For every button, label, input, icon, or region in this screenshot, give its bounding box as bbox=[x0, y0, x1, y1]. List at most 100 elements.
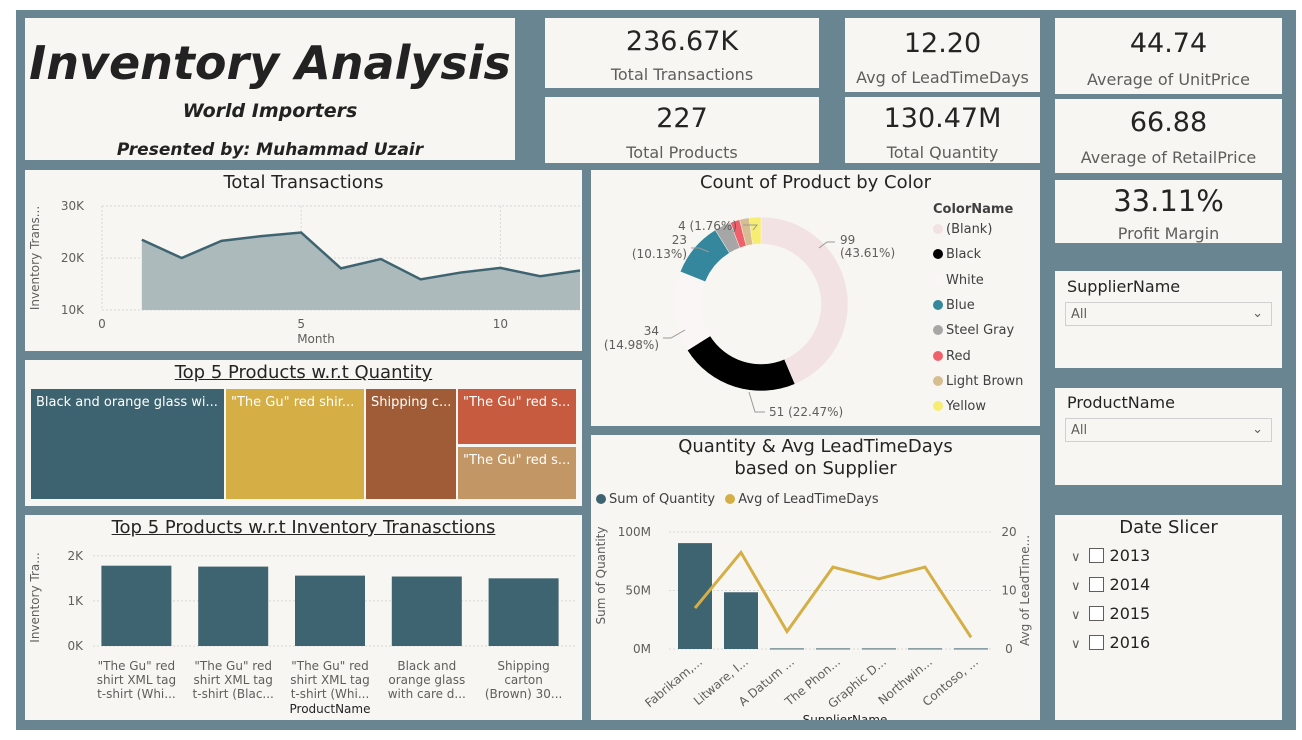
y-tick-label: 30K bbox=[61, 199, 85, 213]
treemap-tile[interactable]: "The Gu" red s... bbox=[457, 388, 577, 445]
product-dropdown[interactable]: All ⌄ bbox=[1065, 418, 1272, 442]
treemap-tile[interactable]: "The Gu" red s... bbox=[457, 446, 577, 500]
bar bbox=[101, 565, 172, 646]
slice-data-label: 51 (22.47%) bbox=[769, 405, 843, 419]
x-tick-label: 0 bbox=[98, 317, 106, 331]
kpi-value: 12.20 bbox=[903, 28, 982, 59]
checkbox[interactable] bbox=[1088, 548, 1104, 563]
kpi-label: Average of RetailPrice bbox=[1080, 148, 1257, 167]
legend-item[interactable]: Steel Gray bbox=[933, 323, 1014, 338]
treemap-tile[interactable]: Shipping c... bbox=[365, 388, 457, 500]
kpi-label: Total Transactions bbox=[610, 65, 754, 84]
legend-item[interactable]: White bbox=[933, 273, 984, 288]
kpi-total-quantity: 130.47M Total Quantity bbox=[845, 97, 1040, 163]
y-tick-label: 50M bbox=[625, 584, 651, 598]
kpi-label: Avg of LeadTimeDays bbox=[856, 68, 1029, 87]
x-tick-label: Black and bbox=[397, 659, 456, 673]
date-slicer-item[interactable]: ∨ 2013 bbox=[1071, 546, 1150, 568]
checkbox[interactable] bbox=[1088, 635, 1104, 650]
kpi-value: 130.47M bbox=[883, 103, 1002, 134]
legend-dot bbox=[933, 401, 943, 412]
kpi-avg-retailprice: 66.88 Average of RetailPrice bbox=[1055, 99, 1282, 173]
total-transactions-chart: Total Transactions 10K 20K 30K 0 5 10 Month Inv… bbox=[25, 170, 582, 351]
y-tick-label: 2K bbox=[67, 549, 84, 563]
legend-item[interactable]: (Blank) bbox=[933, 222, 992, 237]
slice-data-label: 99 bbox=[840, 233, 855, 247]
legend-label: Yellow bbox=[946, 399, 987, 415]
slicer-title: Date Slicer bbox=[1119, 517, 1218, 538]
dropdown-value: All bbox=[1071, 423, 1088, 438]
kpi-avg-unitprice: 44.74 Average of UnitPrice bbox=[1055, 18, 1282, 94]
x-tick-label: shirt XML tag bbox=[97, 673, 176, 687]
checkbox[interactable] bbox=[1088, 606, 1104, 621]
chevron-down-icon[interactable]: ∨ bbox=[1071, 637, 1081, 652]
y-tick-label: 10K bbox=[61, 303, 85, 317]
bar bbox=[724, 592, 758, 649]
legend-item[interactable]: Blue bbox=[933, 298, 975, 313]
treemap-tile[interactable]: Black and orange glass wi... bbox=[30, 388, 225, 500]
kpi-label: Total Products bbox=[626, 143, 738, 162]
date-slicer-item[interactable]: ∨ 2015 bbox=[1071, 604, 1150, 626]
x-tick-label: t-shirt (Whi... bbox=[97, 687, 176, 701]
supplier-slicer: SupplierName All ⌄ bbox=[1055, 271, 1282, 368]
presenter-text: Presented by: Muhammad Uzair bbox=[116, 140, 424, 160]
chevron-down-icon[interactable]: ∨ bbox=[1071, 579, 1081, 594]
legend-dot-leadtime bbox=[725, 494, 736, 504]
legend-item[interactable]: Yellow bbox=[933, 399, 986, 414]
legend-label: Blue bbox=[946, 297, 975, 313]
treemap-tile[interactable]: "The Gu" red shir... bbox=[225, 388, 365, 500]
report-title: Inventory Analysis bbox=[29, 36, 511, 90]
date-slicer-item[interactable]: ∨ 2016 bbox=[1071, 633, 1150, 655]
checkbox[interactable] bbox=[1088, 577, 1104, 592]
legend-label: Avg of LeadTimeDays bbox=[738, 492, 879, 507]
supplier-dropdown[interactable]: All ⌄ bbox=[1065, 302, 1272, 326]
y-axis-label: Sum of Quantity bbox=[594, 527, 608, 625]
kpi-label: Profit Margin bbox=[1117, 224, 1220, 243]
chevron-down-icon[interactable]: ∨ bbox=[1071, 608, 1081, 623]
combo-legend: Sum of Quantity Avg of LeadTimeDays bbox=[596, 492, 879, 507]
legend-dot bbox=[933, 299, 943, 310]
chevron-down-icon[interactable]: ⌄ bbox=[1252, 422, 1263, 437]
bar bbox=[295, 575, 365, 646]
slice-data-label: (10.13%) bbox=[632, 247, 687, 261]
donut-slice bbox=[686, 335, 796, 392]
supplier-combo-chart: Quantity & Avg LeadTimeDays based on Sup… bbox=[591, 435, 1040, 720]
legend-item[interactable]: Light Brown bbox=[933, 374, 1023, 389]
legend-item[interactable]: Red bbox=[933, 349, 971, 364]
legend-dot bbox=[933, 224, 943, 234]
date-slicer-item[interactable]: ∨ 2014 bbox=[1071, 575, 1150, 597]
chevron-down-icon[interactable]: ⌄ bbox=[1252, 306, 1263, 321]
legend-label: Sum of Quantity bbox=[609, 492, 716, 507]
legend-label: Light Brown bbox=[946, 373, 1024, 389]
legend-label: Red bbox=[946, 348, 971, 364]
slice-data-label: 4 (1.76%) bbox=[678, 219, 737, 233]
legend-label: Black bbox=[946, 247, 982, 263]
legend-dot bbox=[933, 274, 943, 285]
y-axis-label: Inventory Trans... bbox=[28, 206, 42, 310]
legend-item[interactable]: Black bbox=[933, 247, 981, 262]
legend-dot bbox=[933, 375, 943, 386]
x-tick-label: carton bbox=[504, 673, 543, 687]
kpi-profit-margin: 33.11% Profit Margin bbox=[1055, 180, 1282, 243]
leader-line bbox=[748, 391, 765, 413]
kpi-total-transactions: 236.67K Total Transactions bbox=[545, 18, 819, 88]
slice-data-label: (14.98%) bbox=[604, 338, 659, 352]
leader-line bbox=[691, 247, 710, 253]
legend-dot bbox=[933, 350, 943, 361]
y-tick-label: 0M bbox=[633, 642, 651, 656]
legend-dot-quantity bbox=[596, 494, 606, 504]
chart-title: Top 5 Products w.r.t Inventory Tranascti… bbox=[111, 517, 496, 538]
x-tick-label: shirt XML tag bbox=[290, 673, 369, 687]
dropdown-value: All bbox=[1071, 307, 1088, 322]
kpi-value: 236.67K bbox=[625, 26, 739, 57]
x-tick-label: orange glass bbox=[388, 673, 465, 687]
y2-tick-label: 20 bbox=[1001, 525, 1016, 539]
kpi-label: Average of UnitPrice bbox=[1087, 70, 1250, 89]
legend-label: (Blank) bbox=[946, 222, 993, 237]
chevron-down-icon[interactable]: ∨ bbox=[1071, 550, 1081, 565]
leader-line bbox=[818, 241, 835, 249]
x-tick-label: shirt XML tag bbox=[193, 673, 272, 687]
chart-title-text: Quantity & Avg LeadTimeDays based on Sup… bbox=[678, 436, 953, 479]
bar bbox=[908, 648, 942, 650]
